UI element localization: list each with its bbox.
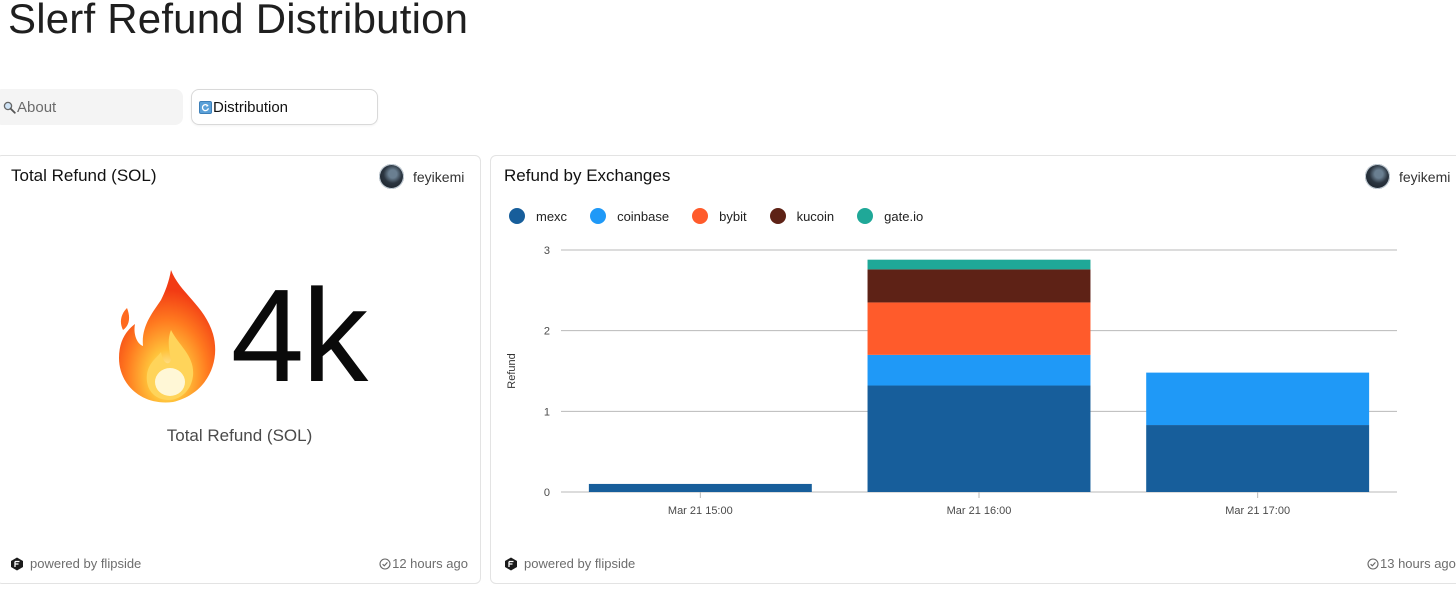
updated-time: 12 hours ago — [379, 556, 468, 571]
y-tick-label: 3 — [544, 245, 550, 257]
y-tick-label: 1 — [544, 406, 550, 418]
legend-dot — [769, 208, 786, 224]
tab-about-label: About — [17, 98, 57, 116]
updated-text: 13 hours ago — [1380, 556, 1456, 571]
legend-dot — [857, 208, 874, 224]
y-axis-label: Refund — [506, 353, 518, 388]
legend-label: mexc — [536, 208, 568, 224]
card-title: Refund by Exchanges — [504, 166, 671, 185]
legend-item-coinbase[interactable]: coinbase — [590, 208, 669, 224]
clock-check-icon — [379, 557, 391, 570]
exchange-chart-card: Refund by Exchanges feyikemi mexc coinba… — [490, 155, 1456, 584]
legend-label: kucoin — [796, 208, 835, 224]
bar-segment-mexc — [1146, 425, 1370, 492]
stacked-bar-chart: 0 1 2 3 Refund Mar 21 15:00 Mar 21 16:00 Mar 21… — [506, 245, 1397, 517]
legend-dot — [509, 208, 525, 224]
bar-segment-coinbase — [1146, 372, 1370, 426]
tab-about[interactable]: About — [0, 89, 183, 125]
y-tick-label: 2 — [544, 326, 550, 338]
avatar — [1365, 164, 1390, 189]
powered-by-link[interactable]: powered by flipside — [504, 556, 635, 571]
page-title: Slerf Refund Distribution — [8, 0, 469, 42]
legend-item-bybit[interactable]: bybit — [692, 208, 747, 224]
legend-label: gate.io — [884, 208, 924, 224]
updated-time: 13 hours ago — [1367, 556, 1456, 571]
legend-dot — [692, 208, 709, 224]
legend-label: bybit — [719, 208, 747, 224]
updated-text: 12 hours ago — [392, 556, 468, 571]
flipside-logo-icon — [505, 557, 517, 570]
total-refund-card: Total Refund (SOL) feyikemi 4k Total Ref… — [0, 155, 481, 584]
clock-check-icon — [1367, 557, 1379, 570]
legend-item-mexc[interactable]: mexc — [509, 208, 567, 224]
author-name: feyikemi — [413, 168, 465, 185]
x-tick-label: Mar 21 17:00 — [1225, 505, 1290, 517]
refresh-icon — [198, 100, 212, 114]
big-number-label: Total Refund (SOL) — [166, 426, 313, 445]
legend-dot — [590, 208, 607, 224]
author[interactable]: feyikemi — [379, 164, 464, 189]
x-tick-label: Mar 21 15:00 — [668, 505, 733, 517]
big-number-row: 4k — [0, 266, 482, 406]
search-icon — [2, 100, 16, 114]
flipside-logo-icon — [11, 557, 23, 570]
card-title: Total Refund (SOL) — [11, 166, 157, 185]
y-tick-label: 0 — [544, 487, 550, 499]
bar-segment-mexc — [867, 385, 1091, 492]
author-name: feyikemi — [1399, 168, 1451, 185]
author[interactable]: feyikemi — [1365, 164, 1450, 189]
avatar — [379, 164, 404, 189]
powered-by-link[interactable]: powered by flipside — [10, 556, 141, 571]
bar-segment-coinbase — [867, 354, 1091, 386]
tab-distribution-label: Distribution — [213, 98, 289, 116]
fire-icon — [118, 270, 215, 403]
bar-segment-kucoin — [867, 269, 1091, 303]
bar-segment-mexc — [588, 483, 812, 492]
bar-segment-bybit — [867, 302, 1091, 355]
x-tick-label: Mar 21 16:00 — [947, 505, 1012, 517]
bar-segment-gateio — [867, 259, 1091, 270]
legend-item-gateio[interactable]: gate.io — [857, 208, 923, 224]
legend-label: coinbase — [617, 208, 670, 224]
chart-legend: mexc coinbase bybit kucoin gate.io — [509, 208, 946, 224]
powered-by-text: powered by flipside — [30, 556, 142, 571]
legend-item-kucoin[interactable]: kucoin — [769, 208, 835, 224]
powered-by-text: powered by flipside — [524, 556, 636, 571]
big-number-value: 4k — [230, 262, 368, 409]
tab-distribution[interactable]: Distribution — [191, 89, 378, 125]
